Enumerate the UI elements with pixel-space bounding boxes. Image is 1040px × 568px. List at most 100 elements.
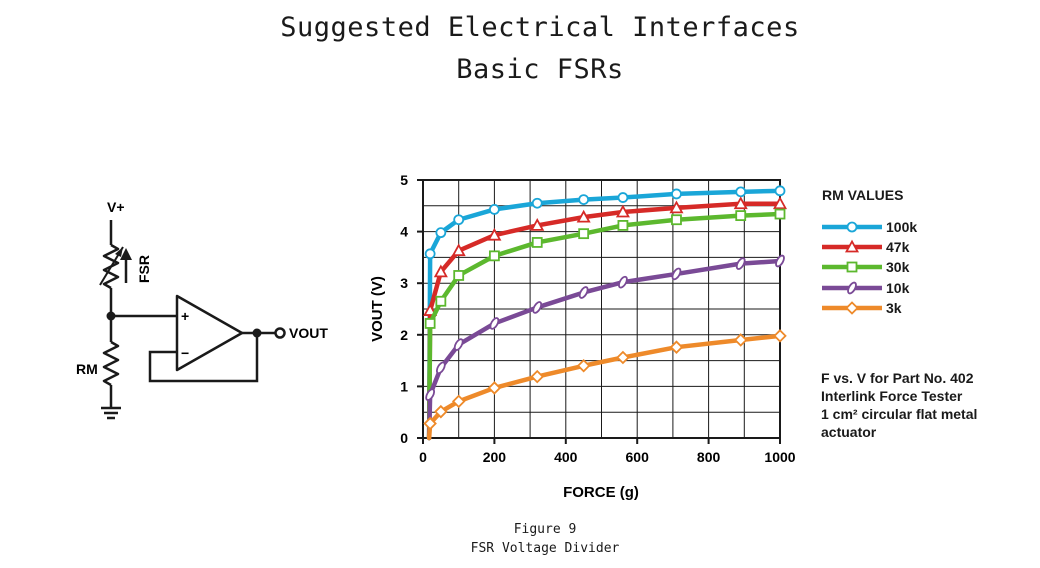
data-point-10k [425, 388, 436, 401]
data-point-10k [671, 267, 682, 281]
data-point-10k [775, 254, 785, 268]
data-point-3k [669, 340, 684, 354]
legend-swatch-marker [844, 239, 860, 253]
legend-title: RM VALUES [822, 187, 904, 203]
vout-label: VOUT [289, 325, 328, 341]
y-tick-label: 1 [400, 378, 408, 394]
plot-frame [422, 179, 781, 439]
y-tick-label: 4 [400, 224, 408, 240]
data-point-30k [671, 214, 682, 226]
page-subtitle: Basic FSRs [456, 54, 624, 85]
opamp-plus-label: + [181, 308, 189, 324]
x-tick-label: 800 [697, 449, 721, 465]
data-point-47k [772, 196, 788, 210]
legend-swatch-100k [822, 221, 882, 233]
legend-label: 10k [886, 280, 910, 296]
data-point-10k [618, 275, 628, 289]
legend-label: 30k [886, 259, 910, 275]
fsr-arrow-head [115, 247, 123, 257]
series-100k [424, 185, 786, 441]
data-point-30k [735, 210, 747, 222]
force-arrow-head [120, 248, 132, 260]
data-point-100k [453, 214, 465, 226]
data-point-3k [487, 381, 502, 395]
data-point-30k [435, 295, 447, 307]
legend-label: 100k [886, 219, 918, 235]
legend-swatch-marker [846, 221, 858, 233]
data-point-3k [576, 358, 591, 373]
data-point-10k [735, 257, 746, 270]
x-axis-label: FORCE (g) [563, 484, 639, 501]
data-point-100k [488, 204, 500, 215]
data-point-47k [451, 243, 466, 257]
series-3k [423, 329, 787, 441]
data-point-100k [578, 194, 590, 206]
figure-caption: FSR Voltage Divider [470, 541, 620, 556]
data-point-30k [488, 250, 500, 262]
data-point-30k [617, 220, 629, 231]
data-point-47k [576, 209, 591, 223]
data-point-3k [434, 404, 448, 419]
note-line-1: F vs. V for Part No. 402 [821, 370, 974, 386]
axis-ticks: 0 200 400 600 800 1000 0 1 2 3 4 5 [400, 172, 796, 465]
data-point-30k [774, 208, 786, 220]
legend-swatch-marker [845, 301, 859, 315]
series-10k [425, 254, 785, 441]
data-point-10k [435, 361, 446, 375]
data-point-47k [669, 200, 684, 214]
data-point-100k [671, 188, 682, 200]
data-point-3k [616, 350, 630, 365]
data-point-100k [424, 248, 436, 260]
data-point-47k [487, 227, 502, 241]
data-point-10k [489, 317, 500, 330]
note-line-3: 1 cm² circular flat metal [821, 406, 978, 422]
x-tick-label: 1000 [764, 449, 795, 465]
data-point-100k [435, 227, 447, 239]
page-title: Suggested Electrical Interfaces [280, 12, 800, 43]
rm-label: RM [76, 361, 98, 377]
supply-label: V+ [107, 199, 125, 215]
y-tick-label: 2 [400, 327, 408, 343]
y-tick-label: 0 [400, 430, 408, 446]
legend-swatch-3k [822, 301, 882, 315]
data-point-30k [453, 270, 465, 281]
voltage-divider-schematic: V+ FSR RM + − VOUT [76, 199, 328, 420]
feedback-wire [148, 333, 259, 383]
data-point-10k [453, 338, 464, 351]
rm-resistor [102, 340, 120, 387]
data-point-3k [773, 329, 787, 343]
data-point-100k [531, 197, 543, 209]
legend-swatch-marker [847, 281, 857, 295]
data-point-3k [451, 394, 466, 409]
legend-swatch-47k [822, 239, 882, 253]
data-point-10k [532, 301, 543, 314]
x-tick-label: 200 [483, 449, 507, 465]
data-point-100k [774, 185, 786, 197]
x-tick-label: 600 [626, 449, 650, 465]
data-point-3k [530, 369, 545, 384]
series-30k [424, 208, 786, 441]
legend-swatch-10k [822, 281, 882, 295]
y-axis-label: VOUT (V) [369, 276, 386, 342]
series-47k [423, 196, 788, 441]
legend-label: 3k [886, 300, 902, 316]
figure-number: Figure 9 [513, 522, 577, 537]
legend-swatch-30k [822, 261, 882, 273]
data-point-30k [424, 318, 436, 329]
data-point-10k [578, 286, 589, 299]
y-tick-label: 5 [400, 172, 408, 188]
opamp-minus-label: − [181, 345, 189, 361]
fsr-label: FSR [136, 255, 152, 283]
data-point-100k [617, 192, 629, 203]
output-terminal [274, 327, 286, 339]
data-series [423, 185, 788, 441]
legend-swatch-marker [846, 261, 858, 273]
x-tick-label: 400 [554, 449, 578, 465]
x-tick-label: 0 [419, 449, 427, 465]
data-point-30k [531, 237, 543, 248]
note-line-2: Interlink Force Tester [821, 388, 963, 404]
opamp-triangle [175, 294, 244, 372]
data-point-3k [733, 333, 748, 347]
data-point-47k [530, 218, 545, 231]
